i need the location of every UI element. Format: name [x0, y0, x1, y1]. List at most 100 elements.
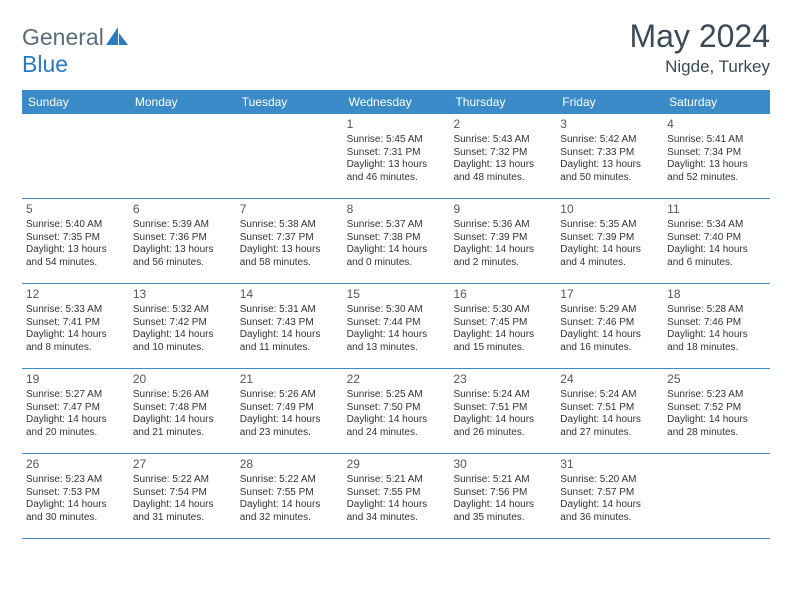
- week-row: 12Sunrise: 5:33 AMSunset: 7:41 PMDayligh…: [22, 284, 770, 369]
- day-cell: 30Sunrise: 5:21 AMSunset: 7:56 PMDayligh…: [449, 454, 556, 538]
- sunrise-text: Sunrise: 5:43 AM: [453, 134, 552, 147]
- daylight-text: Daylight: 13 hours: [667, 159, 766, 172]
- sunset-text: Sunset: 7:44 PM: [347, 317, 446, 330]
- sunset-text: Sunset: 7:40 PM: [667, 232, 766, 245]
- day-number: 13: [133, 287, 232, 302]
- daylight-text: and 50 minutes.: [560, 172, 659, 185]
- week-row: 19Sunrise: 5:27 AMSunset: 7:47 PMDayligh…: [22, 369, 770, 454]
- sunset-text: Sunset: 7:46 PM: [667, 317, 766, 330]
- day-number: 21: [240, 372, 339, 387]
- sunrise-text: Sunrise: 5:23 AM: [667, 389, 766, 402]
- day-cell: 14Sunrise: 5:31 AMSunset: 7:43 PMDayligh…: [236, 284, 343, 368]
- daylight-text: Daylight: 14 hours: [560, 244, 659, 257]
- daylight-text: Daylight: 13 hours: [133, 244, 232, 257]
- daylight-text: and 32 minutes.: [240, 512, 339, 525]
- sunrise-text: Sunrise: 5:27 AM: [26, 389, 125, 402]
- daylight-text: Daylight: 14 hours: [453, 244, 552, 257]
- daylight-text: and 31 minutes.: [133, 512, 232, 525]
- sunrise-text: Sunrise: 5:28 AM: [667, 304, 766, 317]
- day-cell: 16 Sunrise: 5:30 AMSunset: 7:45 PMDayligh…: [449, 284, 556, 368]
- daylight-text: Daylight: 14 hours: [26, 329, 125, 342]
- weekday-header: Thursday: [449, 90, 556, 114]
- sunset-text: Sunset: 7:57 PM: [560, 487, 659, 500]
- daylight-text: Daylight: 14 hours: [133, 414, 232, 427]
- sunset-text: Sunset: 7:54 PM: [133, 487, 232, 500]
- day-cell: 18Sunrise: 5:28 AMSunset: 7:46 PMDayligh…: [663, 284, 770, 368]
- page-header: GeneralBlue May 2024 Nigde, Turkey: [22, 18, 770, 78]
- sunset-text: Sunset: 7:47 PM: [26, 402, 125, 415]
- daylight-text: and 6 minutes.: [667, 257, 766, 270]
- day-number: 23: [453, 372, 552, 387]
- sunset-text: Sunset: 7:45 PM: [453, 317, 552, 330]
- day-cell: 19Sunrise: 5:27 AMSunset: 7:47 PMDayligh…: [22, 369, 129, 453]
- day-number: 27: [133, 457, 232, 472]
- day-cell: 22Sunrise: 5:25 AMSunset: 7:50 PMDayligh…: [343, 369, 450, 453]
- sunset-text: Sunset: 7:39 PM: [453, 232, 552, 245]
- sunset-text: Sunset: 7:31 PM: [347, 147, 446, 160]
- daylight-text: and 20 minutes.: [26, 427, 125, 440]
- sunrise-text: Sunrise: 5:33 AM: [26, 304, 125, 317]
- daylight-text: and 46 minutes.: [347, 172, 446, 185]
- day-cell: 4Sunrise: 5:41 AMSunset: 7:34 PMDaylight…: [663, 114, 770, 198]
- day-number: 7: [240, 202, 339, 217]
- day-cell: 25Sunrise: 5:23 AMSunset: 7:52 PMDayligh…: [663, 369, 770, 453]
- brand-part2: Blue: [22, 51, 68, 77]
- sunrise-text: Sunrise: 5:24 AM: [453, 389, 552, 402]
- day-number: 16: [453, 287, 552, 302]
- day-cell: 17Sunrise: 5:29 AMSunset: 7:46 PMDayligh…: [556, 284, 663, 368]
- weekday-header: Monday: [129, 90, 236, 114]
- sunrise-text: Sunrise: 5:39 AM: [133, 219, 232, 232]
- day-cell: [129, 114, 236, 198]
- day-number: 12: [26, 287, 125, 302]
- weekday-header: Friday: [556, 90, 663, 114]
- daylight-text: Daylight: 14 hours: [453, 329, 552, 342]
- sunset-text: Sunset: 7:51 PM: [453, 402, 552, 415]
- sunrise-text: Sunrise: 5:26 AM: [133, 389, 232, 402]
- day-cell: 31Sunrise: 5:20 AMSunset: 7:57 PMDayligh…: [556, 454, 663, 538]
- sunrise-text: Sunrise: 5:20 AM: [560, 474, 659, 487]
- daylight-text: Daylight: 14 hours: [560, 414, 659, 427]
- daylight-text: Daylight: 13 hours: [560, 159, 659, 172]
- daylight-text: and 30 minutes.: [26, 512, 125, 525]
- daylight-text: and 4 minutes.: [560, 257, 659, 270]
- sunrise-text: Sunrise: 5:29 AM: [560, 304, 659, 317]
- day-cell: [22, 114, 129, 198]
- sunrise-text: Sunrise: 5:23 AM: [26, 474, 125, 487]
- sunrise-text: Sunrise: 5:30 AM: [453, 304, 552, 317]
- sunrise-text: Sunrise: 5:26 AM: [240, 389, 339, 402]
- sunset-text: Sunset: 7:49 PM: [240, 402, 339, 415]
- day-cell: 21 Sunrise: 5:26 AMSunset: 7:49 PMDayligh…: [236, 369, 343, 453]
- daylight-text: and 36 minutes.: [560, 512, 659, 525]
- sunset-text: Sunset: 7:32 PM: [453, 147, 552, 160]
- sunrise-text: Sunrise: 5:42 AM: [560, 134, 659, 147]
- day-number: 9: [453, 202, 552, 217]
- sunrise-text: Sunrise: 5:21 AM: [347, 474, 446, 487]
- sunrise-text: Sunrise: 5:22 AM: [133, 474, 232, 487]
- weekday-header: Saturday: [663, 90, 770, 114]
- daylight-text: Daylight: 13 hours: [347, 159, 446, 172]
- day-cell: 3Sunrise: 5:42 AMSunset: 7:33 PMDaylight…: [556, 114, 663, 198]
- daylight-text: Daylight: 14 hours: [667, 244, 766, 257]
- sunset-text: Sunset: 7:53 PM: [26, 487, 125, 500]
- sunset-text: Sunset: 7:39 PM: [560, 232, 659, 245]
- daylight-text: and 18 minutes.: [667, 342, 766, 355]
- day-cell: 26Sunrise: 5:23 AMSunset: 7:53 PMDayligh…: [22, 454, 129, 538]
- daylight-text: Daylight: 14 hours: [347, 414, 446, 427]
- day-cell: 10Sunrise: 5:35 AMSunset: 7:39 PMDayligh…: [556, 199, 663, 283]
- daylight-text: Daylight: 14 hours: [667, 414, 766, 427]
- daylight-text: and 54 minutes.: [26, 257, 125, 270]
- daylight-text: and 23 minutes.: [240, 427, 339, 440]
- daylight-text: and 8 minutes.: [26, 342, 125, 355]
- daylight-text: and 15 minutes.: [453, 342, 552, 355]
- sunrise-text: Sunrise: 5:21 AM: [453, 474, 552, 487]
- daylight-text: Daylight: 13 hours: [453, 159, 552, 172]
- day-number: 18: [667, 287, 766, 302]
- sunrise-text: Sunrise: 5:35 AM: [560, 219, 659, 232]
- daylight-text: and 48 minutes.: [453, 172, 552, 185]
- day-cell: 1Sunrise: 5:45 AMSunset: 7:31 PMDaylight…: [343, 114, 450, 198]
- day-number: 14: [240, 287, 339, 302]
- sail-icon: [106, 27, 128, 45]
- day-number: 20: [133, 372, 232, 387]
- daylight-text: Daylight: 14 hours: [453, 499, 552, 512]
- daylight-text: Daylight: 14 hours: [240, 414, 339, 427]
